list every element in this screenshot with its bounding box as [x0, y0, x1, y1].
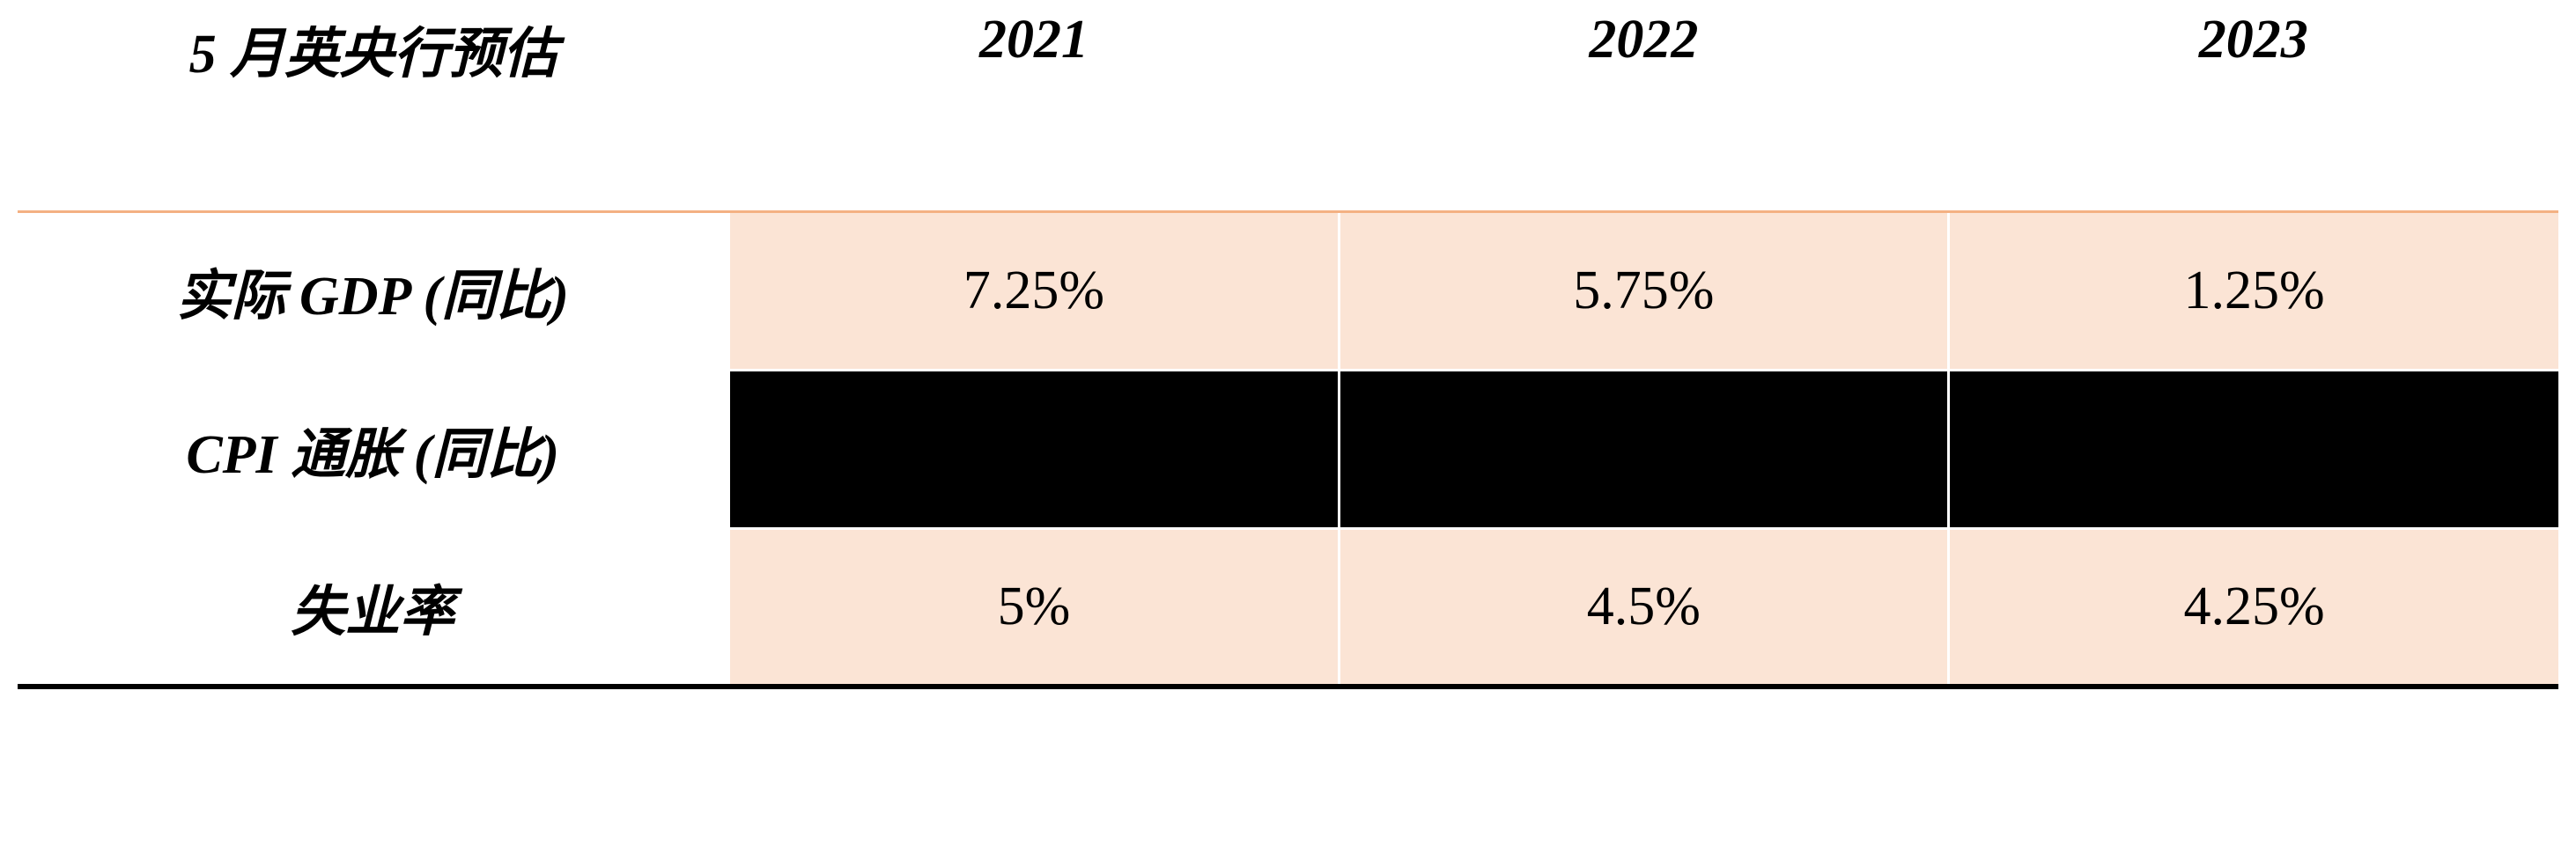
row-label-cpi: CPI 通胀 (同比)	[18, 370, 729, 528]
header-year-2022: 2022	[1339, 0, 1948, 211]
header-year-2021: 2021	[729, 0, 1339, 211]
cell-cpi-2021	[729, 370, 1339, 528]
table-row: CPI 通胀 (同比)	[18, 370, 2558, 528]
header-title: 5 月英央行预估	[18, 0, 729, 211]
row-label-unemployment: 失业率	[18, 528, 729, 687]
header-row: 5 月英央行预估 2021 2022 2023	[18, 0, 2558, 211]
forecast-table: 5 月英央行预估 2021 2022 2023 实际 GDP (同比) 7.25…	[18, 0, 2558, 689]
cell-gdp-2021: 7.25%	[729, 211, 1339, 370]
cell-unemployment-2022: 4.5%	[1339, 528, 1948, 687]
header-year-2023: 2023	[1949, 0, 2558, 211]
table-header: 5 月英央行预估 2021 2022 2023	[18, 0, 2558, 211]
cell-gdp-2022: 5.75%	[1339, 211, 1948, 370]
table-body: 实际 GDP (同比) 7.25% 5.75% 1.25% CPI 通胀 (同比…	[18, 211, 2558, 687]
table-row: 实际 GDP (同比) 7.25% 5.75% 1.25%	[18, 211, 2558, 370]
row-label-gdp: 实际 GDP (同比)	[18, 211, 729, 370]
cell-cpi-2023	[1949, 370, 2558, 528]
cell-unemployment-2021: 5%	[729, 528, 1339, 687]
cell-cpi-2022	[1339, 370, 1948, 528]
cell-gdp-2023: 1.25%	[1949, 211, 2558, 370]
cell-unemployment-2023: 4.25%	[1949, 528, 2558, 687]
forecast-table-container: 5 月英央行预估 2021 2022 2023 实际 GDP (同比) 7.25…	[18, 0, 2558, 845]
table-row: 失业率 5% 4.5% 4.25%	[18, 528, 2558, 687]
